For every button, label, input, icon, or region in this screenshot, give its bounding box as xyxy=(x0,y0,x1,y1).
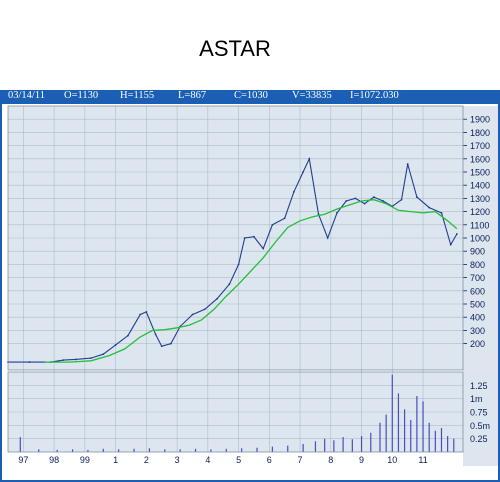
y-tick-label: 1700 xyxy=(470,141,490,151)
y-tick-label: 600 xyxy=(470,286,485,296)
price-point xyxy=(308,157,311,160)
y-tick-label: 1900 xyxy=(470,115,490,125)
price-point xyxy=(302,171,305,173)
price-point xyxy=(253,235,255,238)
y-tick-label: 1100 xyxy=(470,220,489,230)
x-tick-label: 1 xyxy=(113,455,118,465)
price-point xyxy=(139,313,142,316)
price-point xyxy=(203,308,206,311)
price-point xyxy=(317,213,320,216)
y-tick-label: 1800 xyxy=(470,128,490,138)
volume-tick-label: 0.5m xyxy=(470,421,490,431)
info-high: H=1155 xyxy=(120,90,155,101)
price-point xyxy=(191,313,194,316)
y-tick-label: 900 xyxy=(470,247,485,257)
y-tick-label: 1600 xyxy=(470,154,490,164)
y-tick-label: 1000 xyxy=(470,234,490,244)
x-tick-label: 98 xyxy=(49,455,59,465)
info-low: L=867 xyxy=(178,90,207,101)
y-tick-label: 1200 xyxy=(470,207,490,217)
y-axis-band xyxy=(463,106,498,466)
volume-panel-border xyxy=(7,371,464,453)
info-close: C=1030 xyxy=(234,90,268,101)
volume-tick-label: 0.25 xyxy=(470,434,488,444)
x-axis-band xyxy=(8,452,463,466)
chart-title: ASTAR xyxy=(199,36,271,61)
price-point xyxy=(237,263,240,266)
price-point xyxy=(382,200,384,202)
price-point xyxy=(354,197,357,200)
x-tick-label: 97 xyxy=(18,455,28,465)
price-point xyxy=(126,334,129,337)
price-point xyxy=(145,311,148,313)
y-tick-label: 300 xyxy=(470,326,485,336)
price-point xyxy=(283,217,286,220)
y-tick-label: 1500 xyxy=(470,168,490,178)
price-point xyxy=(262,247,265,250)
price-point xyxy=(243,237,246,239)
x-tick-label: 7 xyxy=(298,455,303,465)
price-point xyxy=(62,359,65,361)
y-tick-label: 400 xyxy=(470,313,485,323)
price-point xyxy=(170,342,172,345)
price-point xyxy=(455,233,458,235)
price-point xyxy=(216,297,218,300)
x-tick-label: 6 xyxy=(267,455,272,465)
price-panel-border xyxy=(7,105,464,371)
price-point xyxy=(114,344,117,346)
price-point xyxy=(228,283,231,286)
volume-tick-label: 1.25 xyxy=(470,381,488,391)
price-point xyxy=(326,237,329,239)
info-date: 03/14/11 xyxy=(8,90,45,101)
y-tick-label: 1300 xyxy=(470,194,490,204)
x-tick-label: 99 xyxy=(80,455,90,465)
price-point xyxy=(271,223,274,226)
y-tick-label: 700 xyxy=(470,273,485,283)
x-tick-label: 11 xyxy=(418,455,427,465)
price-point xyxy=(154,333,157,336)
price-point xyxy=(449,243,452,246)
price-point xyxy=(345,200,348,202)
price-point xyxy=(336,212,338,214)
price-point xyxy=(400,198,403,201)
price-series-line xyxy=(8,156,458,363)
price-point xyxy=(102,353,105,356)
price-point xyxy=(406,163,409,165)
price-point xyxy=(372,196,375,198)
title-area: ASTAR xyxy=(0,0,500,90)
x-tick-label: 5 xyxy=(236,455,241,465)
price-point xyxy=(415,196,418,198)
info-volume: V=33835 xyxy=(292,90,332,101)
y-tick-label: 1400 xyxy=(470,181,490,191)
volume-tick-label: 1m xyxy=(470,394,483,404)
x-tick-label: 3 xyxy=(175,455,180,465)
price-point xyxy=(428,206,431,209)
x-tick-label: 2 xyxy=(144,455,149,465)
price-point xyxy=(74,358,77,361)
x-tick-label: 8 xyxy=(328,455,333,465)
moving-average-line xyxy=(44,199,458,363)
ohlc-info-bar: 03/14/11 O=1130 H=1155 L=867 C=1030 V=33… xyxy=(2,90,498,104)
info-indicator: I=1072.030 xyxy=(350,90,399,101)
x-tick-label: 4 xyxy=(205,455,210,465)
y-tick-label: 800 xyxy=(470,260,485,270)
price-point xyxy=(440,212,443,214)
price-point xyxy=(293,190,295,193)
x-tick-label: 10 xyxy=(387,455,397,465)
info-open: O=1130 xyxy=(64,90,99,101)
volume-tick-label: 0.75 xyxy=(470,408,488,418)
x-tick-label: 9 xyxy=(359,455,364,465)
y-tick-label: 500 xyxy=(470,300,485,310)
price-point xyxy=(90,357,92,360)
price-point xyxy=(363,202,366,205)
y-tick-label: 200 xyxy=(470,339,485,349)
price-point xyxy=(160,345,163,348)
price-point xyxy=(28,361,31,363)
